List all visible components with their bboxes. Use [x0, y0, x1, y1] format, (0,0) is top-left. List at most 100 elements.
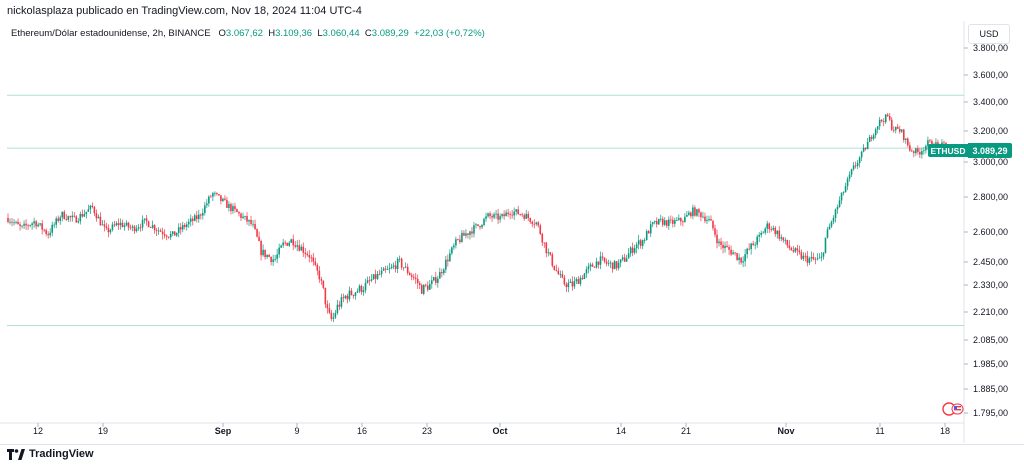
- candle-body: [212, 193, 214, 197]
- candle-body: [37, 224, 39, 227]
- candle-body: [418, 283, 421, 285]
- candle-body: [720, 241, 722, 245]
- candle-body: [33, 221, 35, 224]
- candle-body: [890, 119, 893, 130]
- candle-body: [661, 218, 664, 225]
- candle-body: [812, 257, 815, 260]
- candle-body: [882, 121, 885, 123]
- candle-body: [378, 273, 381, 275]
- candle-body: [722, 244, 724, 249]
- candle-body: [230, 204, 232, 212]
- high-value: 3.109,36: [275, 28, 313, 39]
- candle-body: [260, 241, 262, 256]
- currency-unit-button[interactable]: USD: [968, 24, 1010, 44]
- tradingview-logo[interactable]: TradingView: [7, 448, 94, 460]
- candle-body: [356, 291, 359, 293]
- candle-body: [776, 230, 779, 235]
- y-tick-label: 3.400,00: [973, 97, 1008, 107]
- candle-body: [336, 304, 339, 313]
- candle-body: [774, 227, 777, 235]
- candle-body: [746, 248, 748, 255]
- open-label: O: [218, 28, 226, 39]
- candle-body: [390, 266, 393, 269]
- candle-body: [451, 247, 453, 254]
- candle-body: [917, 148, 919, 152]
- candle-body: [232, 206, 234, 212]
- candle-body: [593, 266, 596, 268]
- candle-body: [346, 295, 349, 300]
- candle-body: [696, 209, 698, 216]
- candle-body: [288, 242, 290, 246]
- candle-body: [913, 151, 915, 154]
- candle-body: [290, 239, 293, 243]
- candle-body: [143, 218, 146, 220]
- candle-body: [698, 209, 700, 213]
- candle-body: [200, 214, 202, 216]
- candle-body: [599, 256, 602, 265]
- candle-body: [296, 245, 299, 247]
- candle-body: [71, 215, 74, 218]
- candle-body: [97, 216, 100, 219]
- candle-body: [670, 219, 672, 221]
- candle-body: [617, 262, 620, 269]
- candle-body: [497, 213, 499, 220]
- x-tick-label: Oct: [492, 426, 507, 436]
- candle-body: [577, 279, 580, 284]
- candle-body: [360, 285, 363, 293]
- candle-body: [790, 247, 793, 251]
- candle-body: [491, 216, 493, 218]
- candle-body: [453, 245, 455, 248]
- candle-body: [449, 253, 451, 262]
- candle-body: [605, 261, 608, 264]
- candle-body: [898, 128, 901, 132]
- x-tick-label: 9: [294, 426, 299, 436]
- candle-body: [236, 209, 238, 213]
- candle-body: [258, 236, 260, 242]
- candle-body: [394, 265, 397, 270]
- candle-body: [43, 229, 45, 231]
- x-tick-label: 23: [422, 426, 432, 436]
- candle-body: [549, 252, 552, 255]
- candle-body: [322, 280, 325, 288]
- candle-body: [91, 205, 94, 208]
- candle-body: [505, 212, 507, 217]
- candle-body: [426, 285, 429, 290]
- candle-body: [541, 233, 544, 243]
- candle-body: [732, 252, 734, 255]
- candle-body: [388, 268, 391, 270]
- candle-body: [350, 290, 353, 295]
- candle-body: [316, 264, 319, 271]
- candle-body: [657, 218, 660, 225]
- candle-body: [242, 216, 244, 218]
- candle-body: [406, 266, 409, 274]
- candle-body: [481, 225, 483, 228]
- high-label: H: [268, 28, 276, 39]
- candle-body: [635, 244, 638, 249]
- candle-body: [748, 248, 750, 250]
- candle-body: [73, 215, 76, 217]
- low-value: 3.060,44: [322, 28, 360, 39]
- candle-body: [911, 150, 913, 152]
- candle-body: [463, 232, 465, 236]
- candle-body: [445, 259, 447, 270]
- candle-body: [623, 257, 626, 262]
- candle-body: [447, 259, 449, 262]
- candle-body: [428, 284, 431, 290]
- candle-body: [547, 252, 550, 254]
- candle-body: [854, 165, 857, 167]
- candle-body: [141, 219, 144, 228]
- candle-body: [75, 216, 78, 223]
- candle-body: [159, 230, 162, 232]
- candle-body: [487, 213, 489, 217]
- x-tick-label: 14: [616, 426, 626, 436]
- candle-body: [161, 231, 164, 235]
- candle-body: [55, 218, 58, 225]
- candle-body: [772, 227, 775, 230]
- candle-body: [424, 284, 427, 286]
- candle-body: [175, 232, 178, 236]
- candle-body: [304, 252, 307, 254]
- candle-body: [607, 263, 610, 265]
- us-flag-icon[interactable]: [942, 401, 964, 417]
- candle-body: [83, 214, 86, 217]
